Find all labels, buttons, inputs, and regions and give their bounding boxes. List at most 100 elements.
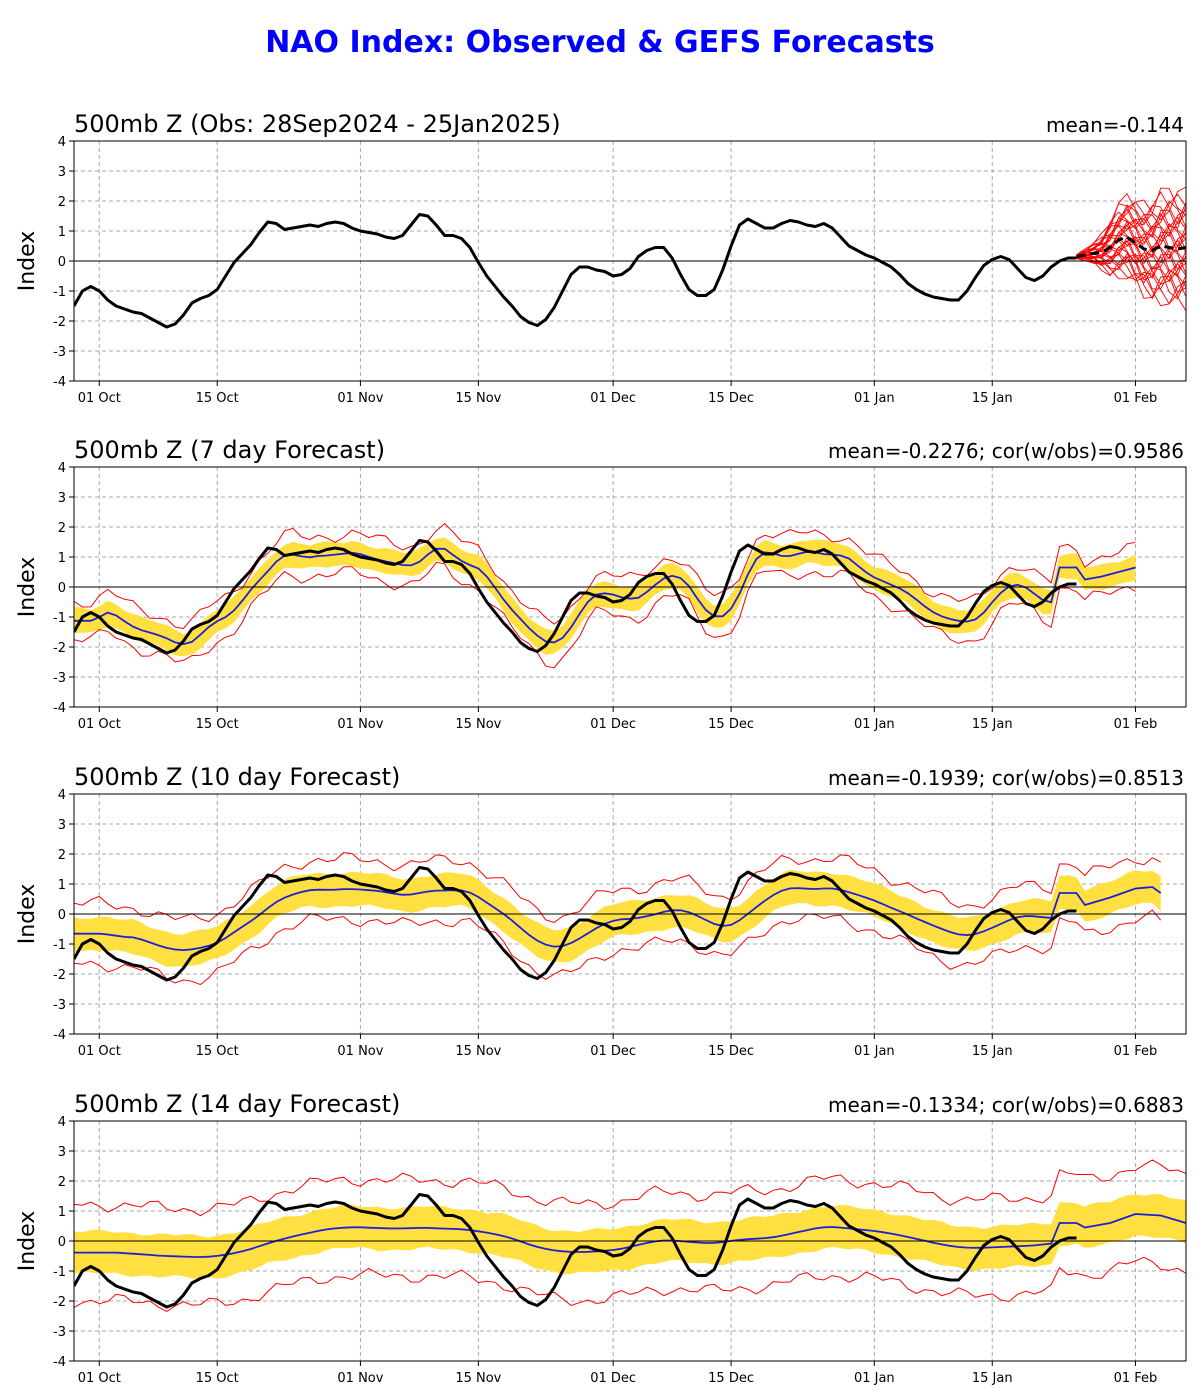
x-tick-label: 15 Nov [455, 391, 501, 406]
x-tick-label: 15 Jan [972, 717, 1013, 732]
y-tick-label: -2 [53, 968, 66, 983]
y-tick-label: 1 [58, 551, 66, 566]
series-layer [74, 1159, 1186, 1312]
x-tick-label: 01 Dec [590, 717, 636, 732]
x-tick-label: 01 Nov [337, 391, 383, 406]
min-member-line [74, 1256, 1186, 1312]
panel-observed: 500mb Z (Obs: 28Sep2024 - 25Jan2025) mea… [15, 110, 1187, 406]
x-tick-label: 01 Feb [1114, 1371, 1158, 1386]
y-tick-label: -2 [53, 315, 66, 330]
max-member-line [74, 523, 1136, 630]
x-tick-label: 01 Oct [78, 391, 121, 406]
panel-stat: mean=-0.1334; cor(w/obs)=0.6883 [828, 1093, 1184, 1117]
ensemble-member-line [1076, 239, 1186, 276]
y-tick-label: -2 [53, 641, 66, 656]
y-tick-label: -3 [53, 345, 66, 360]
y-tick-label: 3 [58, 491, 66, 506]
panel-title: 500mb Z (14 day Forecast) [74, 1090, 400, 1118]
y-tick-label: 1 [58, 225, 66, 240]
x-tick-label: 01 Oct [78, 1044, 121, 1059]
panel-title: 500mb Z (7 day Forecast) [74, 436, 385, 464]
x-tick-label: 15 Jan [972, 1044, 1013, 1059]
y-tick-label: -4 [53, 1028, 66, 1043]
observed-line [74, 539, 1077, 655]
spread-band [74, 1194, 1186, 1279]
x-tick-label: 01 Dec [590, 1044, 636, 1059]
min-member-line [74, 909, 1162, 986]
y-tick-label: 0 [58, 255, 66, 270]
ensemble-member-line [1076, 187, 1186, 256]
plot-area: -4 -3 -2 -1 0 1 2 3 4 01 Oct 15 Oct 01 Nov 15 Nov 01 … [15, 461, 1187, 732]
x-tick-label: 15 Dec [708, 717, 754, 732]
grid [74, 794, 1186, 1034]
y-tick-label: 2 [58, 195, 66, 210]
ensemble-member-line [1076, 186, 1186, 256]
y-tick-label: -2 [53, 1295, 66, 1310]
y-tick-label: -4 [53, 1355, 66, 1370]
x-tick-label: 01 Jan [854, 1371, 895, 1386]
plot-area: -4 -3 -2 -1 0 1 2 3 4 01 Oct 15 Oct 01 Nov 15 Nov 01 … [15, 1115, 1187, 1386]
y-axis-label: Index [15, 557, 40, 618]
ensemble-plume [1076, 186, 1186, 312]
x-tick-label: 15 Oct [196, 391, 239, 406]
x-tick-label: 01 Nov [337, 717, 383, 732]
y-tick-label: -1 [53, 1265, 66, 1280]
observed-line [74, 866, 1077, 982]
y-tick-label: 0 [58, 1235, 66, 1250]
y-tick-label: 2 [58, 1175, 66, 1190]
x-tick-label: 15 Oct [196, 1371, 239, 1386]
observed-line [74, 1193, 1077, 1309]
figure-title: NAO Index: Observed & GEFS Forecasts [265, 25, 935, 60]
ensemble-member-line [1076, 191, 1186, 256]
series-layer [74, 852, 1162, 986]
panel-stat: mean=-0.144 [1046, 113, 1184, 137]
y-tick-label: -1 [53, 611, 66, 626]
x-tick-label: 01 Jan [854, 391, 895, 406]
x-tick-label: 01 Nov [337, 1371, 383, 1386]
y-tick-label: -3 [53, 1325, 66, 1340]
plot-area: -4 -3 -2 -1 0 1 2 3 4 01 Oct 15 Oct 01 Nov 15 Nov 01 … [15, 788, 1187, 1059]
y-tick-label: 4 [58, 1115, 66, 1130]
y-tick-label: 3 [58, 1145, 66, 1160]
y-tick-label: -3 [53, 671, 66, 686]
panel-14day-forecast: 500mb Z (14 day Forecast) mean=-0.1334; … [15, 1090, 1187, 1386]
ensemble-member-line [1076, 253, 1186, 300]
max-member-line [74, 852, 1161, 924]
y-tick-label: 2 [58, 521, 66, 536]
panel-stat: mean=-0.1939; cor(w/obs)=0.8513 [828, 766, 1184, 790]
panel-7day-forecast: 500mb Z (7 day Forecast) mean=-0.2276; c… [15, 436, 1187, 732]
x-tick-label: 01 Dec [590, 1371, 636, 1386]
ensemble-mean-line [74, 886, 1162, 952]
series-layer [74, 523, 1136, 669]
y-tick-label: -1 [53, 938, 66, 953]
y-tick-label: 3 [58, 165, 66, 180]
y-tick-label: 0 [58, 581, 66, 596]
ensemble-mean-dashed-line [1076, 235, 1186, 258]
x-tick-label: 01 Nov [337, 1044, 383, 1059]
y-tick-label: -4 [53, 701, 66, 716]
x-tick-label: 15 Nov [455, 1044, 501, 1059]
x-tick-label: 01 Dec [590, 391, 636, 406]
y-tick-label: 4 [58, 135, 66, 150]
x-tick-label: 01 Jan [854, 717, 895, 732]
ensemble-member-line [1076, 205, 1186, 256]
panel-10day-forecast: 500mb Z (10 day Forecast) mean=-0.1939; … [15, 763, 1187, 1059]
ensemble-member-line [1076, 246, 1186, 294]
x-tick-label: 15 Dec [708, 1371, 754, 1386]
x-tick-label: 01 Feb [1114, 717, 1158, 732]
x-tick-label: 01 Oct [78, 717, 121, 732]
x-tick-label: 15 Nov [455, 717, 501, 732]
y-tick-label: -4 [53, 375, 66, 390]
x-tick-label: 15 Dec [708, 1044, 754, 1059]
y-tick-label: 1 [58, 1205, 66, 1220]
y-tick-label: 3 [58, 818, 66, 833]
y-tick-label: -1 [53, 285, 66, 300]
observed-line [74, 213, 1077, 329]
x-tick-label: 15 Oct [196, 717, 239, 732]
y-tick-label: 1 [58, 878, 66, 893]
x-tick-label: 15 Jan [972, 391, 1013, 406]
x-tick-label: 01 Oct [78, 1371, 121, 1386]
x-tick-label: 15 Oct [196, 1044, 239, 1059]
max-member-line [74, 1159, 1186, 1217]
y-tick-label: 0 [58, 908, 66, 923]
